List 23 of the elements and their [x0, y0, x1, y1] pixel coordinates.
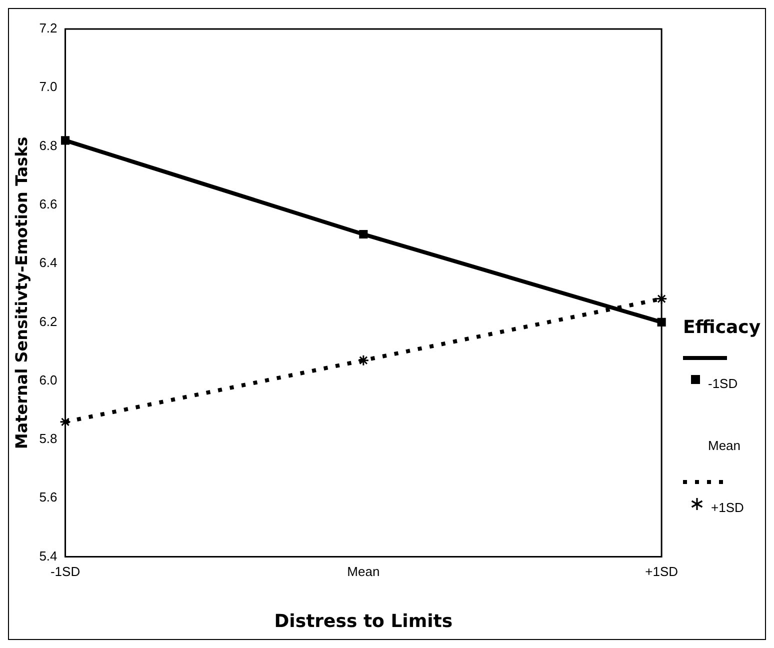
y-tick-label: 5.6 — [39, 490, 58, 505]
legend-label: -1SD — [708, 375, 738, 391]
y-tick-label: 7.2 — [39, 20, 58, 36]
point — [656, 293, 668, 305]
text: Mean — [708, 437, 741, 453]
x-axis-title: Distress to Limits — [274, 610, 453, 632]
legend-title: Efficacy — [683, 317, 762, 338]
y-tick-label: 6.6 — [39, 196, 58, 212]
point — [359, 230, 368, 239]
y-tick-label: 6.2 — [39, 314, 58, 329]
legend-label: +1SD — [711, 499, 744, 515]
x-tick-label: Mean — [347, 564, 380, 580]
y-tick-label: 6.0 — [39, 372, 58, 388]
x-tick-label: -1SD — [50, 564, 80, 580]
y-tick-label: 7.0 — [39, 79, 58, 94]
y-axis-title: Maternal Sensitivty-Emotion Tasks — [12, 136, 31, 450]
y-tick-label: 5.4 — [39, 548, 58, 564]
y-tick-label: 6.8 — [39, 138, 58, 153]
x-tick-label: +1SD — [645, 564, 678, 580]
point — [358, 354, 370, 366]
point — [60, 416, 72, 428]
y-tick-label: 6.4 — [39, 255, 58, 270]
y-tick-label: 5.8 — [39, 431, 58, 446]
